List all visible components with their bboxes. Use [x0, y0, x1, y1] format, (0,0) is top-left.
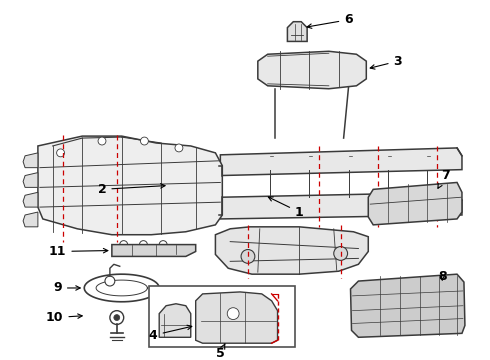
Polygon shape: [23, 212, 38, 227]
Text: 4: 4: [149, 325, 192, 342]
Circle shape: [334, 247, 347, 260]
Polygon shape: [112, 244, 196, 256]
Text: 7: 7: [438, 169, 450, 188]
Circle shape: [141, 137, 148, 145]
Polygon shape: [220, 192, 462, 219]
Polygon shape: [23, 192, 38, 207]
Circle shape: [105, 276, 115, 286]
Polygon shape: [350, 274, 465, 337]
Polygon shape: [368, 183, 462, 225]
Polygon shape: [196, 292, 277, 343]
Circle shape: [175, 144, 183, 152]
Polygon shape: [288, 22, 307, 41]
Text: 10: 10: [46, 311, 82, 324]
Text: 1: 1: [269, 197, 304, 219]
Polygon shape: [220, 148, 462, 176]
Bar: [149, 286, 295, 347]
Text: 9: 9: [53, 282, 80, 294]
Text: 11: 11: [49, 245, 108, 258]
Text: 6: 6: [307, 13, 353, 28]
Polygon shape: [38, 136, 222, 235]
Circle shape: [241, 249, 255, 263]
Text: 5: 5: [216, 344, 225, 360]
Polygon shape: [23, 153, 38, 168]
Polygon shape: [159, 304, 191, 337]
Text: 3: 3: [370, 55, 402, 69]
Circle shape: [227, 308, 239, 320]
Text: 8: 8: [438, 270, 446, 283]
Circle shape: [57, 149, 65, 157]
Circle shape: [114, 315, 120, 320]
Circle shape: [110, 311, 123, 324]
Polygon shape: [258, 51, 367, 89]
Circle shape: [98, 137, 106, 145]
Text: 2: 2: [98, 183, 165, 196]
Polygon shape: [216, 227, 368, 274]
Polygon shape: [23, 172, 38, 188]
